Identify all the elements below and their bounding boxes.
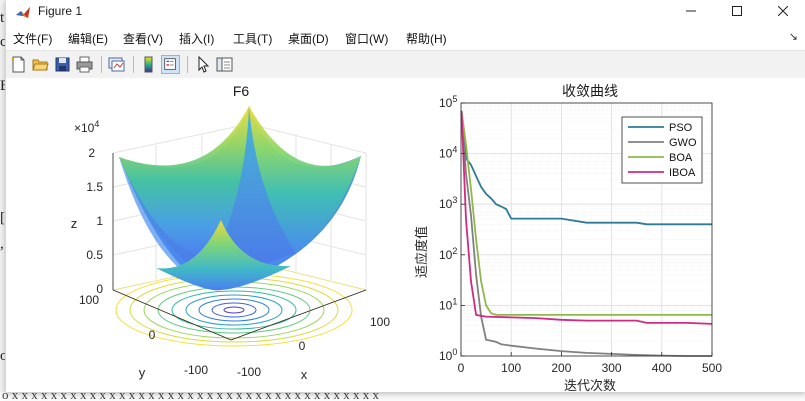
menu-tools[interactable]: 工具(T) <box>233 32 273 46</box>
toolbar-separator <box>133 56 134 73</box>
chart-x-axis-label: 迭代次数 <box>564 378 616 392</box>
chart-y-tick-label: 101 <box>439 296 457 312</box>
figure-window: Figure 1 文件(F) 编辑(E) 查看(V) 插入(I) 工具(T) 桌… <box>5 0 805 392</box>
legend-label-boa: BOA <box>669 152 693 164</box>
figure-canvas: F6 <box>6 78 805 392</box>
chart-y-tick-label: 102 <box>439 246 457 262</box>
menu-file[interactable]: 文件(F) <box>13 32 53 46</box>
title-bar[interactable]: Figure 1 <box>6 0 805 26</box>
toolbar-separator <box>187 56 188 73</box>
figure-toolbar <box>6 50 805 79</box>
figure-svg: F6 <box>71 83 723 392</box>
chart-x-tick-label: 0 <box>458 361 465 375</box>
series-line-gwo <box>460 110 712 357</box>
surface-mesh <box>119 106 361 291</box>
chart-y-tick-label: 105 <box>439 94 457 110</box>
minimize-button[interactable] <box>668 0 714 22</box>
y-tick-label: 0 <box>149 328 156 342</box>
menu-overflow-arrow-icon[interactable]: ↘ <box>788 31 798 43</box>
z-tick-label: 1 <box>96 214 103 228</box>
close-button[interactable] <box>760 0 805 22</box>
maximize-icon <box>732 6 742 16</box>
menu-desktop[interactable]: 桌面(D) <box>288 32 329 46</box>
window-title: Figure 1 <box>38 4 83 18</box>
legend-label-pso: PSO <box>669 122 693 134</box>
chart-x-tick-label: 200 <box>551 361 571 375</box>
chart-axes-box <box>460 102 713 357</box>
chart-title: 收敛曲线 <box>562 83 618 99</box>
surface-plot-title: F6 <box>233 83 250 99</box>
chart-series <box>460 110 713 357</box>
menu-view[interactable]: 查看(V) <box>123 32 163 46</box>
link-plot-icon[interactable] <box>107 55 126 74</box>
toolbar-separator <box>101 56 102 73</box>
x-axis: -100 0 100 x <box>230 289 390 382</box>
z-axis: 2 1.5 1 0.5 0 ×104 z <box>71 119 114 296</box>
series-line-pso <box>460 110 712 226</box>
menu-bar: 文件(F) 编辑(E) 查看(V) 插入(I) 工具(T) 桌面(D) 窗口(W… <box>6 27 805 49</box>
y-tick-label: -100 <box>184 363 208 377</box>
z-tick-label: 0.5 <box>86 248 103 262</box>
convergence-chart: 收敛曲线 0 100 200 300 400 500100101102103104105 … <box>414 83 722 392</box>
chart-x-tick-label: 100 <box>501 361 521 375</box>
chart-legend: PSO GWO BOA IBOA <box>621 116 703 184</box>
x-tick-label: -100 <box>237 365 261 379</box>
y-axis: 100 0 -100 y <box>79 289 232 380</box>
chart-y-tick-label: 104 <box>439 145 457 161</box>
surface-plot: F6 <box>71 83 391 382</box>
chart-y-tick-label: 100 <box>439 347 457 363</box>
series-line-boa <box>460 110 712 316</box>
chart-x-tick-label: 500 <box>702 361 722 375</box>
chart-x-tick-label: 400 <box>652 361 672 375</box>
menu-edit[interactable]: 编辑(E) <box>68 32 108 46</box>
matlab-logo-icon <box>16 7 30 18</box>
print-icon[interactable] <box>75 55 94 74</box>
legend-icon[interactable] <box>161 55 180 74</box>
open-folder-icon[interactable] <box>31 55 50 74</box>
menu-help[interactable]: 帮助(H) <box>406 32 447 46</box>
z-exponent-label: ×104 <box>74 119 99 135</box>
maximize-button[interactable] <box>714 0 760 22</box>
background-document-bottom: o x x x x x x x x x x x x x x x x x x x … <box>0 392 805 401</box>
save-icon[interactable] <box>53 55 72 74</box>
chart-y-tick-label: 103 <box>439 195 457 211</box>
y-tick-label: 100 <box>79 293 99 307</box>
z-tick-label: 0 <box>96 282 103 296</box>
z-tick-label: 1.5 <box>86 180 103 194</box>
chart-x-tick-label: 300 <box>602 361 622 375</box>
series-line-iboa <box>460 110 713 325</box>
y-axis-label: y <box>139 365 146 380</box>
menu-insert[interactable]: 插入(I) <box>179 32 215 46</box>
menu-window[interactable]: 窗口(W) <box>345 32 389 46</box>
legend-label-gwo: GWO <box>669 137 697 149</box>
minimize-icon <box>686 10 696 12</box>
property-editor-icon[interactable] <box>215 55 234 74</box>
chart-y-axis-label: 适应度值 <box>414 226 429 278</box>
close-icon <box>778 6 788 16</box>
new-file-icon[interactable] <box>9 55 28 74</box>
z-tick-label: 2 <box>88 146 95 160</box>
legend-label-iboa: IBOA <box>669 167 696 179</box>
pointer-icon[interactable] <box>193 55 212 74</box>
x-tick-label: 100 <box>370 315 390 329</box>
colorbar-icon[interactable] <box>139 55 158 74</box>
z-axis-label: z <box>71 216 78 231</box>
x-axis-label: x <box>301 367 308 382</box>
x-tick-label: 0 <box>299 339 306 353</box>
